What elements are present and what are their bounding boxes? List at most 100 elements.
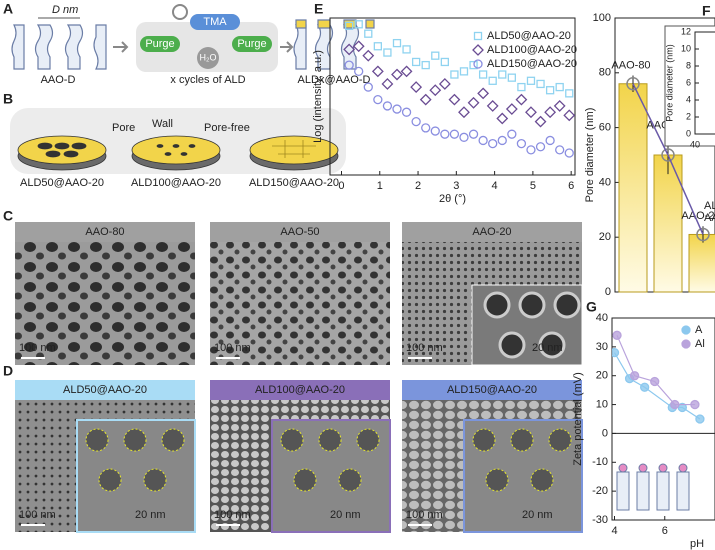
pore <box>161 428 185 452</box>
legend-label: Al <box>695 338 705 350</box>
scale-label: 20 nm <box>522 509 553 521</box>
pore <box>98 468 122 492</box>
panel-label: E <box>314 1 323 17</box>
data-point <box>373 94 383 105</box>
data-point <box>429 84 442 97</box>
shape <box>17 135 107 165</box>
data-point <box>545 135 555 146</box>
title-bar <box>210 222 390 242</box>
pore <box>123 428 147 452</box>
panel-b: B Pore Wall Pore-free ALD50@AAO-20 ALD10… <box>3 91 346 189</box>
y-tick-label: 30 <box>596 341 608 353</box>
x-axis-label: pH <box>690 538 704 550</box>
purge <box>232 36 272 52</box>
data-point <box>536 79 545 89</box>
pore <box>318 428 342 452</box>
pore <box>548 428 572 452</box>
shape <box>11 24 25 70</box>
data-point <box>371 65 384 78</box>
y-tick-label: 8 <box>686 60 691 70</box>
data-point <box>419 93 432 106</box>
sem-image <box>15 222 195 365</box>
scale-label: 20 nm <box>532 342 563 354</box>
g-icons <box>616 463 690 511</box>
shape <box>156 144 164 148</box>
pore <box>85 428 109 452</box>
data-point <box>364 29 373 38</box>
y-tick-label: 4 <box>686 94 691 104</box>
pore <box>356 428 380 452</box>
h2o <box>197 47 219 69</box>
data-point <box>459 67 469 76</box>
data-point <box>565 89 574 98</box>
data-point <box>612 330 622 340</box>
shape <box>616 471 630 511</box>
shape <box>676 471 690 511</box>
data-point <box>478 70 488 79</box>
panel-d: D <box>3 363 13 379</box>
y-tick-label: -30 <box>592 514 608 526</box>
data-point <box>362 49 375 62</box>
data-point <box>421 123 431 133</box>
data-point <box>488 76 497 85</box>
scale-label: 100 nm <box>19 509 56 521</box>
data-point <box>468 129 479 139</box>
y-tick-label: 40 <box>599 176 611 188</box>
y-axis-label: Pore diameter (nm) <box>584 108 596 203</box>
shape <box>45 150 61 158</box>
data-point <box>563 109 576 122</box>
y-axis-label: Pore diameter (nm) <box>664 44 674 122</box>
caption: AAO-D <box>41 74 76 86</box>
panel-label: F <box>702 3 711 19</box>
y-tick-label: 20 <box>599 231 611 243</box>
y-tick-label: 0 <box>686 128 691 138</box>
bar <box>653 154 683 293</box>
legend-marker <box>681 325 691 335</box>
shape <box>658 463 668 473</box>
data-point <box>629 371 640 381</box>
shape <box>636 471 650 511</box>
pore <box>518 291 546 319</box>
tma <box>190 14 240 30</box>
shape <box>71 142 87 150</box>
text: Wall <box>152 118 173 130</box>
title-bar <box>402 222 582 242</box>
arrow <box>280 41 294 53</box>
arrow <box>113 41 129 53</box>
data-point <box>458 106 470 119</box>
pore <box>483 291 511 319</box>
y-tick-label: -20 <box>592 485 608 497</box>
shape <box>272 140 316 158</box>
shape <box>156 144 196 156</box>
category-label: AAO-80 <box>611 59 650 71</box>
scale-label: 100 nm <box>214 509 251 521</box>
legend-label: ALD50@AAO-20 <box>487 30 571 42</box>
category-label: AAO-20 <box>681 210 715 222</box>
legend-label: ALD150@AAO-20 <box>487 58 577 70</box>
data-point <box>459 132 469 142</box>
trend-line <box>632 83 704 235</box>
pore <box>338 468 362 492</box>
data-point <box>535 142 546 152</box>
data-point <box>498 70 507 79</box>
shape <box>656 471 670 511</box>
plot-frame <box>329 17 576 176</box>
y-tick-label: 20 <box>596 370 608 382</box>
shape <box>54 142 70 150</box>
data-point <box>553 100 566 112</box>
data-point <box>477 87 490 100</box>
data-point <box>381 78 394 90</box>
data-point <box>526 145 536 155</box>
plot-frame <box>611 317 715 521</box>
data-point <box>421 60 430 70</box>
image-title: AAO-50 <box>280 226 319 238</box>
data-point <box>391 68 403 81</box>
text: D nm <box>52 4 78 16</box>
scale-label: 20 nm <box>330 509 361 521</box>
legend-marker <box>473 59 483 69</box>
x-tick-label: 3 <box>453 180 459 192</box>
data-point <box>505 103 518 115</box>
annotation: AA <box>704 212 715 224</box>
